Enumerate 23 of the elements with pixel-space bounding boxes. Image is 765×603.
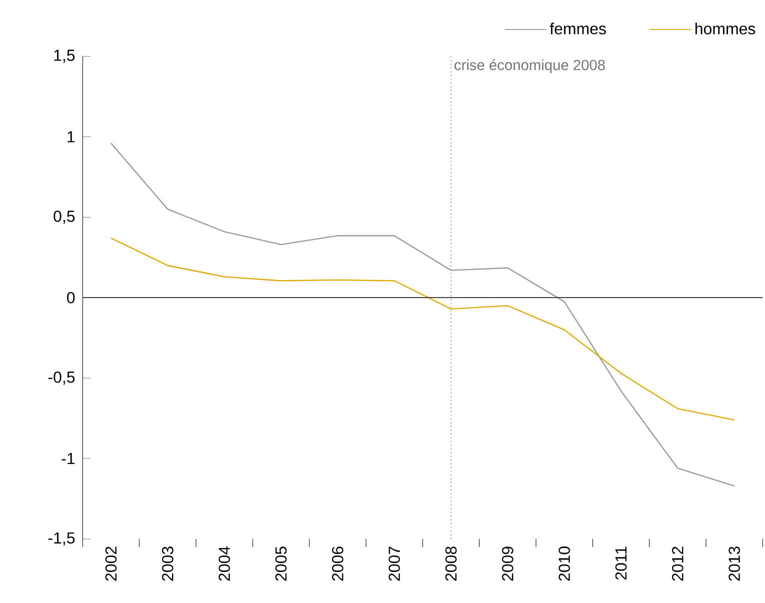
y-tick-label: 1,5 [54, 50, 75, 63]
x-tick-label: 2013 [728, 546, 740, 581]
legend-label: hommes [695, 22, 756, 34]
x-tick-label: 2012 [672, 546, 684, 581]
legend-label: femmes [550, 22, 606, 34]
x-tick-label: 2007 [388, 546, 400, 581]
x-tick-label: 2002 [105, 546, 117, 581]
y-tick-label: 0 [67, 292, 75, 304]
y-tick-label: -1 [62, 453, 75, 464]
line-series [110, 238, 735, 421]
y-tick-label: -0,5 [48, 371, 75, 385]
x-tick-label: 2004 [218, 546, 230, 581]
ref-line-label: crise économique 2008 [454, 59, 605, 74]
x-tick-label: 2009 [502, 546, 514, 581]
x-tick-label: 2005 [275, 546, 287, 581]
x-tick-label: 2008 [445, 546, 457, 581]
x-tick-label: 2011 [615, 546, 627, 580]
y-tick-label: 0,5 [54, 210, 75, 224]
y-tick-label: -1,5 [48, 532, 75, 546]
x-tick-label: 2006 [332, 546, 344, 581]
x-tick-label: 2010 [558, 546, 570, 581]
y-tick-label: 1 [68, 131, 75, 142]
x-tick-label: 2003 [162, 546, 174, 581]
